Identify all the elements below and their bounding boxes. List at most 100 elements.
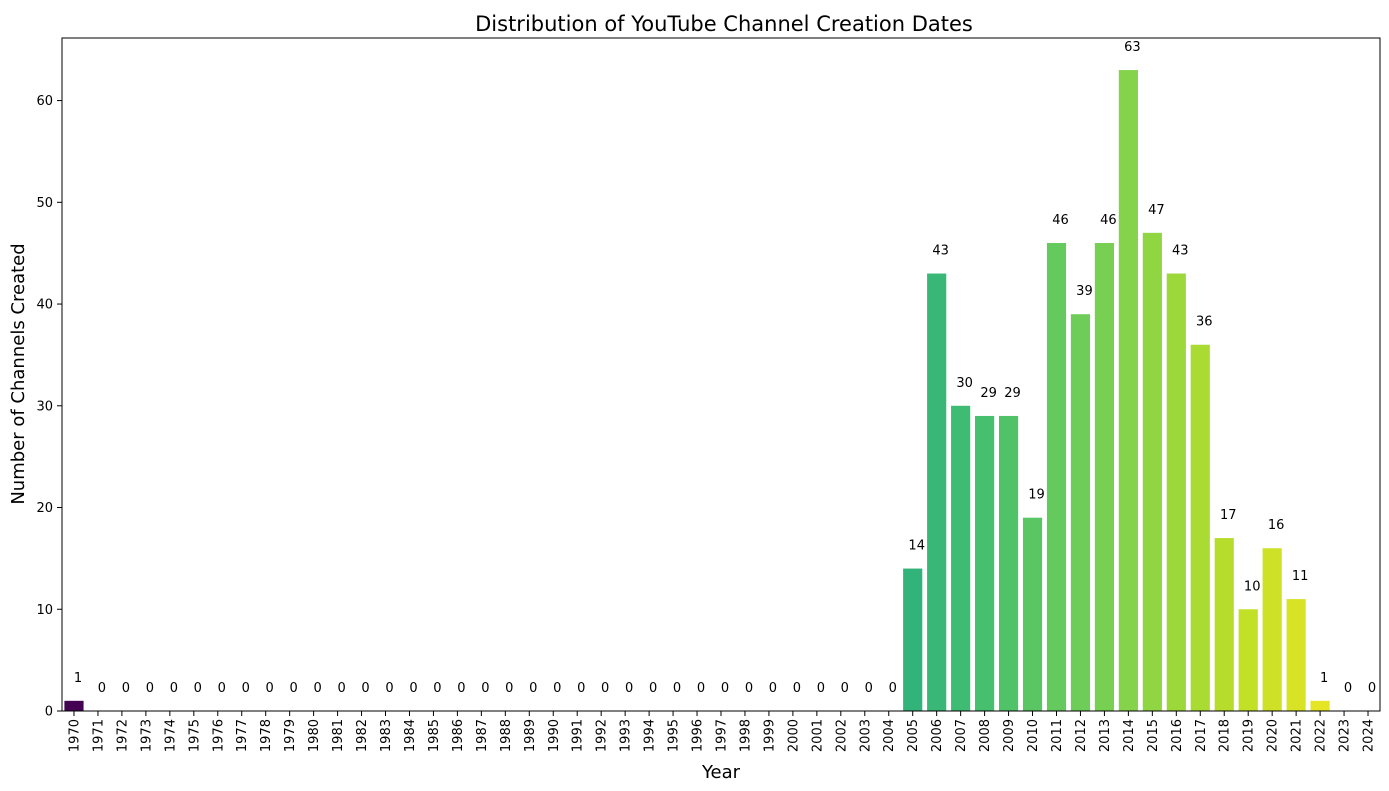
y-axis: 0 10 20 30 40 50 60 [36, 94, 62, 720]
x-tick-label-2013: 2013 [1098, 719, 1113, 752]
x-tick-label-2012: 2012 [1074, 719, 1089, 752]
data-label-1993: 0 [625, 681, 633, 696]
x-tick-label-1992: 1992 [595, 719, 610, 752]
x-tick-label-1991: 1991 [571, 719, 586, 752]
x-tick-label-2002: 2002 [834, 719, 849, 752]
x-tick-label-1976: 1976 [211, 719, 226, 752]
x-tick-label-2023: 2023 [1338, 719, 1353, 752]
bar-2010 [1022, 517, 1043, 711]
x-tick-label-1988: 1988 [499, 719, 514, 752]
data-label-1978: 0 [266, 681, 274, 696]
x-tick-label-1983: 1983 [379, 719, 394, 752]
x-tick-label-1975: 1975 [187, 719, 202, 752]
x-tick-label-2016: 2016 [1170, 719, 1185, 752]
data-label-2021: 11 [1292, 569, 1309, 584]
x-tick-label-1980: 1980 [307, 719, 322, 752]
data-label-2003: 0 [865, 681, 873, 696]
data-label-2022: 1 [1320, 671, 1328, 686]
data-label-2000: 0 [793, 681, 801, 696]
bar-2016 [1166, 273, 1186, 711]
data-label-1974: 0 [170, 681, 178, 696]
x-tick-label-1987: 1987 [475, 719, 490, 752]
bar-2006 [927, 273, 947, 711]
x-tick-label-1982: 1982 [355, 719, 370, 752]
x-tick-label-2006: 2006 [930, 719, 945, 752]
data-label-1981: 0 [337, 681, 345, 696]
data-label-1972: 0 [122, 681, 130, 696]
x-tick-label-1989: 1989 [523, 719, 538, 752]
data-label-2012: 39 [1076, 284, 1093, 299]
data-label-1979: 0 [290, 681, 298, 696]
y-tick-label-50: 50 [36, 196, 53, 211]
x-tick-label-1997: 1997 [715, 719, 730, 752]
data-label-1988: 0 [505, 681, 513, 696]
data-label-1984: 0 [409, 681, 417, 696]
plot-frame [61, 37, 1381, 712]
data-label-1998: 0 [745, 681, 753, 696]
x-axis: 1970 1971 1972 1973 1974 1975 1976 1977 1978 1979… [67, 711, 1377, 752]
chart-title: Distribution of YouTube Channel Creation… [475, 12, 973, 36]
x-tick-label-2003: 2003 [858, 719, 873, 752]
data-label-2020: 16 [1268, 518, 1285, 533]
bar-2019 [1238, 609, 1258, 711]
x-tick-label-2005: 2005 [906, 719, 921, 752]
data-label-1976: 0 [218, 681, 226, 696]
bar-2012 [1070, 314, 1091, 711]
x-tick-label-1972: 1972 [115, 719, 130, 752]
x-tick-label-1984: 1984 [403, 719, 418, 752]
bars-group [64, 70, 1330, 712]
x-axis-label: Year [701, 762, 741, 783]
data-label-1990: 0 [553, 681, 561, 696]
data-label-1991: 0 [577, 681, 585, 696]
data-label-2014: 63 [1124, 40, 1141, 55]
y-tick-label-0: 0 [45, 705, 53, 720]
data-label-1977: 0 [242, 681, 250, 696]
x-tick-label-2004: 2004 [882, 719, 897, 752]
x-tick-label-2018: 2018 [1218, 719, 1233, 752]
bar-2013 [1094, 243, 1115, 711]
y-axis-label: Number of Channels Created [8, 243, 29, 504]
x-tick-label-2009: 2009 [1002, 719, 1017, 752]
x-tick-label-2015: 2015 [1146, 719, 1161, 752]
data-label-2001: 0 [817, 681, 825, 696]
data-label-2008: 29 [980, 386, 997, 401]
data-label-2004: 0 [889, 681, 897, 696]
x-tick-label-1986: 1986 [451, 719, 466, 752]
y-tick-label-30: 30 [36, 399, 53, 414]
x-tick-label-2022: 2022 [1314, 719, 1329, 752]
x-tick-label-1990: 1990 [547, 719, 562, 752]
x-tick-label-1977: 1977 [235, 719, 250, 752]
x-tick-label-2000: 2000 [786, 719, 801, 752]
bar-2011 [1046, 243, 1067, 711]
bar-2007 [951, 405, 971, 711]
bar-2008 [975, 415, 995, 711]
y-tick-label-40: 40 [36, 298, 53, 313]
data-label-1996: 0 [697, 681, 705, 696]
bar-2018 [1214, 538, 1234, 711]
data-label-1987: 0 [481, 681, 489, 696]
data-label-2010: 19 [1028, 488, 1045, 503]
x-tick-label-2020: 2020 [1266, 719, 1281, 752]
data-label-2017: 36 [1196, 315, 1213, 330]
bar-2017 [1190, 344, 1210, 711]
data-label-2006: 43 [932, 244, 949, 259]
x-tick-label-1999: 1999 [762, 719, 777, 752]
bar-2005 [903, 568, 923, 711]
bar-2015 [1142, 232, 1162, 712]
x-tick-label-2007: 2007 [954, 719, 969, 752]
y-tick-label-20: 20 [36, 501, 53, 516]
x-tick-label-1998: 1998 [738, 719, 753, 752]
bar-2014 [1118, 70, 1138, 712]
x-tick-label-2011: 2011 [1050, 719, 1065, 752]
data-label-1971: 0 [98, 681, 106, 696]
data-label-1994: 0 [649, 681, 657, 696]
x-tick-label-2017: 2017 [1194, 719, 1209, 752]
data-label-1983: 0 [385, 681, 393, 696]
data-label-1997: 0 [721, 681, 729, 696]
data-label-2023: 0 [1344, 681, 1352, 696]
x-tick-label-2008: 2008 [978, 719, 993, 752]
bar-2021 [1286, 599, 1306, 711]
data-label-2002: 0 [841, 681, 849, 696]
data-label-2007: 30 [956, 376, 973, 391]
data-label-2016: 43 [1172, 244, 1189, 259]
